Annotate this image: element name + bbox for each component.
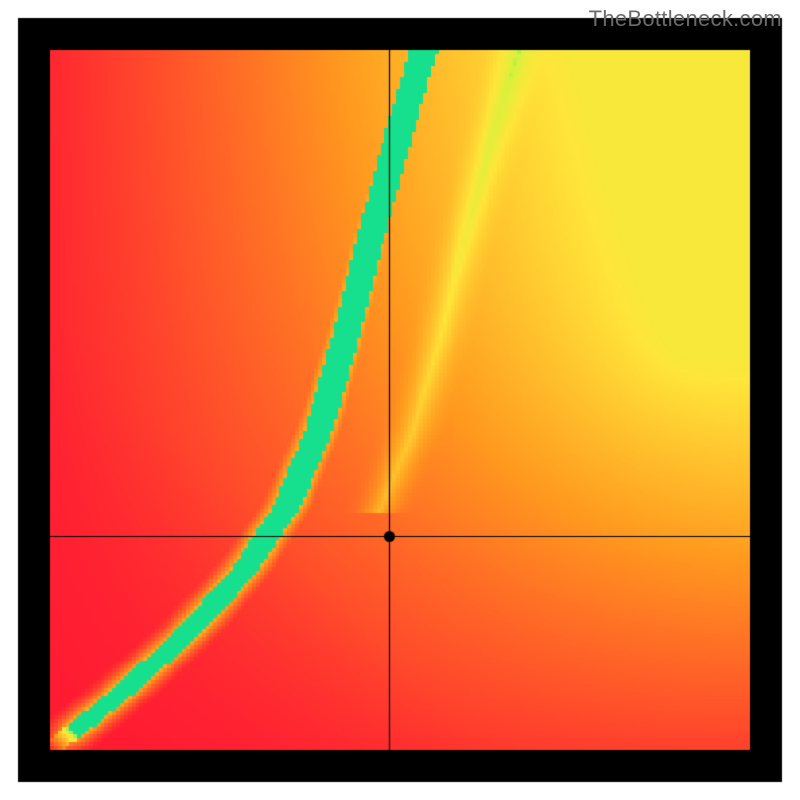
bottleneck-heatmap xyxy=(0,0,800,800)
watermark-text: TheBottleneck.com xyxy=(589,6,782,32)
